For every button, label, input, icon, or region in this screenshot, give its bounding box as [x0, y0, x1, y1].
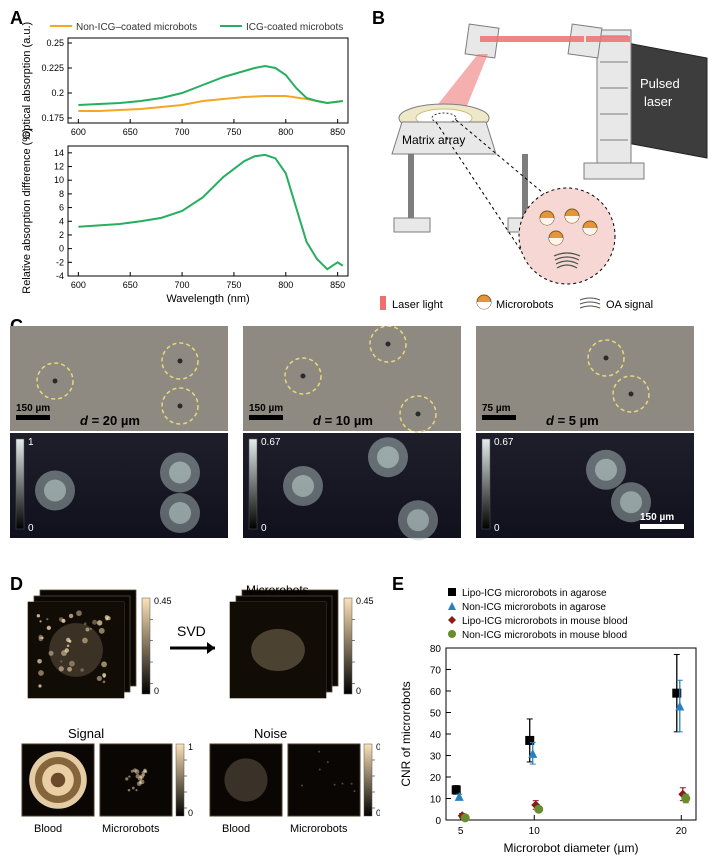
svg-text:d = 20 µm: d = 20 µm [80, 413, 140, 428]
svg-text:30: 30 [430, 752, 442, 763]
svg-text:-2: -2 [56, 257, 64, 267]
svg-text:0: 0 [494, 523, 500, 534]
svg-text:10: 10 [54, 175, 64, 185]
svg-text:700: 700 [175, 280, 190, 290]
svg-text:750: 750 [226, 127, 241, 137]
svg-text:Blood: Blood [34, 823, 62, 835]
svg-text:Laser light: Laser light [392, 299, 443, 311]
svg-text:Lipo-ICG microrobots in agaros: Lipo-ICG microrobots in agarose [462, 588, 607, 599]
svg-text:600: 600 [71, 127, 86, 137]
svg-text:0.45: 0.45 [154, 596, 172, 606]
svg-text:OA signal: OA signal [606, 299, 653, 311]
svg-text:0: 0 [28, 523, 34, 534]
svg-text:650: 650 [123, 280, 138, 290]
svg-text:150 µm: 150 µm [640, 512, 674, 523]
svg-text:8: 8 [59, 189, 64, 199]
panel-b-schematic: Pulsed laser Matrix array Laser light Micror… [372, 18, 714, 318]
panel-a-chart: Non-ICG–coated microbots ICG-coated micro… [10, 18, 362, 308]
svg-text:0: 0 [356, 686, 361, 696]
svg-text:6: 6 [59, 203, 64, 213]
svg-text:Signal: Signal [68, 726, 104, 741]
svg-text:SVD: SVD [177, 623, 206, 639]
svg-text:10: 10 [529, 826, 541, 837]
svg-text:2: 2 [59, 230, 64, 240]
svg-text:10: 10 [430, 795, 442, 806]
svg-text:700: 700 [175, 127, 190, 137]
svg-text:800: 800 [278, 127, 293, 137]
svg-text:Microrobot diameter (µm): Microrobot diameter (µm) [504, 841, 639, 855]
svg-text:Optical absorption (a.u.): Optical absorption (a.u.) [21, 22, 33, 139]
svg-text:Lipo-ICG microrobots in mouse: Lipo-ICG microrobots in mouse blood [462, 616, 628, 627]
svg-text:ICG-coated microbots: ICG-coated microbots [246, 22, 343, 33]
svg-text:Non-ICG microrobots in mouse b: Non-ICG microrobots in mouse blood [462, 630, 627, 641]
svg-text:600: 600 [71, 280, 86, 290]
svg-text:Microrobots: Microrobots [496, 299, 554, 311]
svg-text:850: 850 [330, 127, 345, 137]
svg-text:20: 20 [676, 826, 688, 837]
svg-text:0.225: 0.225 [41, 63, 64, 73]
svg-text:0.25: 0.25 [376, 742, 380, 752]
svg-text:0.45: 0.45 [356, 596, 374, 606]
svg-text:d = 10 µm: d = 10 µm [313, 413, 373, 428]
svg-text:0: 0 [376, 808, 380, 818]
svg-text:4: 4 [59, 216, 64, 226]
svg-text:150 µm: 150 µm [16, 403, 50, 414]
svg-text:800: 800 [278, 280, 293, 290]
svg-text:75 µm: 75 µm [482, 403, 511, 414]
svg-text:d = 5 µm: d = 5 µm [546, 413, 599, 428]
svg-text:1: 1 [28, 437, 34, 448]
svg-text:750: 750 [226, 280, 241, 290]
panel-d-svd: 0.45 0 0.45 0 SVD Microrobots Signal Noise 1 0 0.2… [10, 580, 380, 860]
panel-c-images: 150 µm d = 20 µm 1 0 150 µm d = 10 µm 0.67 0 75 … [10, 326, 714, 564]
svg-text:12: 12 [54, 162, 64, 172]
svg-text:0.25: 0.25 [46, 38, 64, 48]
svg-text:0: 0 [154, 686, 159, 696]
svg-text:20: 20 [430, 773, 442, 784]
svg-text:-4: -4 [56, 271, 64, 281]
svg-text:Microrobots: Microrobots [246, 583, 309, 597]
svg-text:Matrix array: Matrix array [402, 133, 465, 147]
svg-text:Relative absorption difference: Relative absorption difference (%) [21, 128, 33, 294]
svg-text:Non-ICG–coated microbots: Non-ICG–coated microbots [76, 22, 197, 33]
svg-text:0: 0 [188, 808, 193, 818]
svg-text:150 µm: 150 µm [249, 403, 283, 414]
svg-text:50: 50 [430, 709, 442, 720]
svg-text:0.67: 0.67 [494, 437, 514, 448]
svg-text:0: 0 [435, 816, 441, 827]
panel-e-chart: 5 10 20 0 10 20 30 40 50 60 70 80 Microrobot diamete… [392, 580, 714, 860]
svg-text:Wavelength (nm): Wavelength (nm) [166, 293, 249, 305]
svg-text:80: 80 [430, 644, 442, 655]
svg-text:0.2: 0.2 [51, 88, 64, 98]
svg-text:40: 40 [430, 730, 442, 741]
svg-text:650: 650 [123, 127, 138, 137]
svg-text:850: 850 [330, 280, 345, 290]
svg-text:Noise: Noise [254, 726, 287, 741]
svg-text:0.175: 0.175 [41, 113, 64, 123]
svg-text:60: 60 [430, 687, 442, 698]
svg-text:Microrobots: Microrobots [102, 823, 160, 835]
svg-text:Pulsed: Pulsed [640, 76, 680, 91]
svg-text:Blood: Blood [222, 823, 250, 835]
svg-text:1: 1 [188, 742, 193, 752]
svg-text:CNR of microrobots: CNR of microrobots [399, 681, 413, 786]
svg-text:70: 70 [430, 666, 442, 677]
svg-text:5: 5 [458, 826, 464, 837]
svg-text:Non-ICG microrobots in agarose: Non-ICG microrobots in agarose [462, 602, 606, 613]
svg-text:Microrobots: Microrobots [290, 823, 348, 835]
svg-text:14: 14 [54, 148, 64, 158]
svg-text:0: 0 [59, 244, 64, 254]
svg-text:0.67: 0.67 [261, 437, 281, 448]
svg-text:0: 0 [261, 523, 267, 534]
svg-text:laser: laser [644, 94, 673, 109]
